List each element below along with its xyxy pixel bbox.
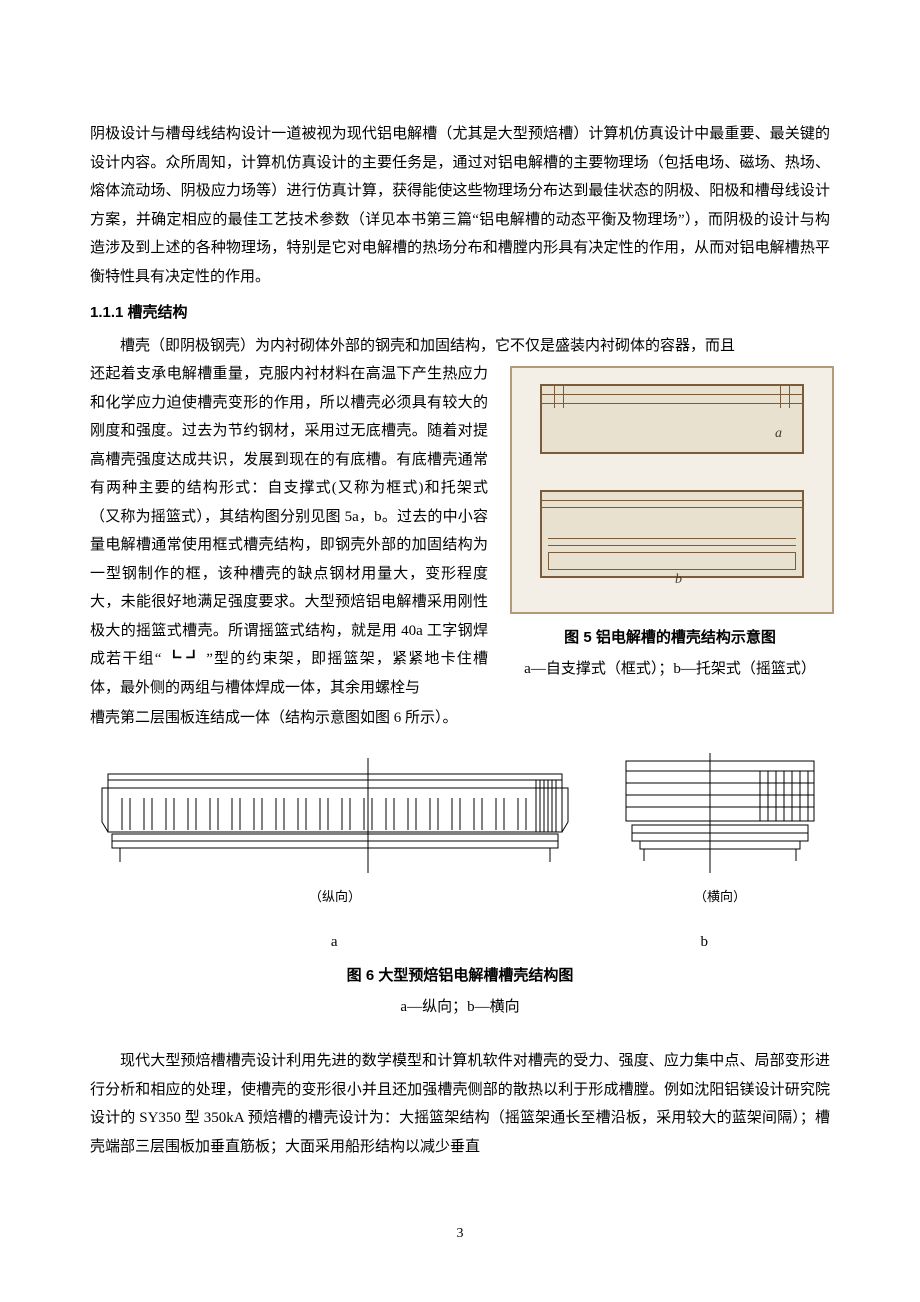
closing-paragraph: 现代大型预焙槽槽壳设计利用先进的数学模型和计算机软件对槽壳的受力、强度、应力集中… bbox=[90, 1047, 830, 1161]
page: 阴极设计与槽母线结构设计一道被视为现代铝电解槽（尤其是大型预焙槽）计算机仿真设计… bbox=[90, 0, 830, 1278]
figure-6-left-axis-label: （纵向） bbox=[90, 885, 580, 910]
figure-5-label-b: b bbox=[675, 567, 682, 594]
figure-6-right-drawing: （横向） bbox=[610, 753, 830, 910]
figure-6-left-drawing: （纵向） bbox=[90, 758, 580, 910]
figure-6: （纵向） bbox=[90, 753, 830, 1022]
figure-5-image: a b bbox=[510, 366, 834, 614]
left-text-column: 还起着支承电解槽重量，克服内衬材料在高温下产生热应力和化学应力迫使槽壳变形的作用… bbox=[90, 360, 488, 708]
figure-6-right-axis-label: （横向） bbox=[610, 885, 830, 910]
figure-6-caption-sub: a—纵向；b—横向 bbox=[90, 993, 830, 1022]
body-para-lead: 槽壳（即阴极钢壳）为内衬砌体外部的钢壳和加固结构，它不仅是盛装内衬砌体的容器，而… bbox=[90, 332, 830, 361]
figure-5-label-a: a bbox=[775, 421, 782, 448]
intro-paragraph: 阴极设计与槽母线结构设计一道被视为现代铝电解槽（尤其是大型预焙槽）计算机仿真设计… bbox=[90, 120, 830, 291]
figure-6-sublabel-b: b bbox=[578, 928, 830, 957]
body-para-wrap: 还起着支承电解槽重量，克服内衬材料在高温下产生热应力和化学应力迫使槽壳变形的作用… bbox=[90, 360, 488, 702]
section-heading: 1.1.1 槽壳结构 bbox=[90, 299, 830, 328]
figure-5-column: a b 图 5 铝电解槽的槽壳结构示意图 a—自支撑式（框式）；b—托架式（摇篮… bbox=[510, 360, 830, 683]
body-para-afterwrap: 槽壳第二层围板连结成一体（结构示意图如图 6 所示）。 bbox=[90, 704, 830, 733]
two-column-section: 还起着支承电解槽重量，克服内衬材料在高温下产生热应力和化学应力迫使槽壳变形的作用… bbox=[90, 360, 830, 708]
page-number: 3 bbox=[90, 1221, 830, 1278]
figure-5-caption-title: 图 5 铝电解槽的槽壳结构示意图 bbox=[510, 624, 830, 653]
figure-6-caption-title: 图 6 大型预焙铝电解槽槽壳结构图 bbox=[90, 962, 830, 991]
figure-5-caption-sub: a—自支撑式（框式）；b—托架式（摇篮式） bbox=[510, 655, 830, 684]
figure-6-sublabel-a: a bbox=[90, 928, 578, 957]
